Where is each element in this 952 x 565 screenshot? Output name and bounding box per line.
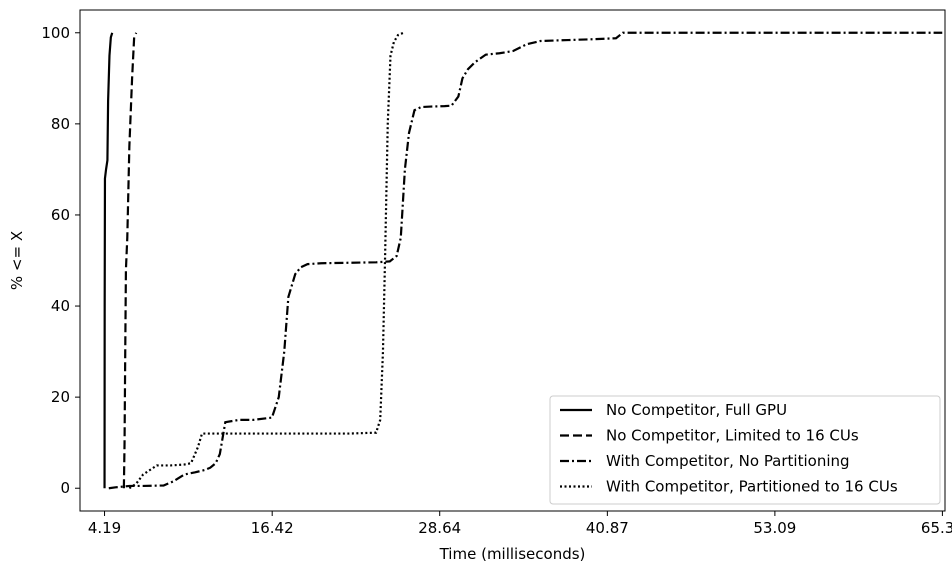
series-line-1 xyxy=(103,32,114,489)
y-tick-label: 80 xyxy=(51,115,70,133)
y-tick-label: 0 xyxy=(60,479,70,497)
x-tick-label: 28.64 xyxy=(418,519,461,537)
y-tick-label: 20 xyxy=(51,388,70,406)
legend-box xyxy=(549,395,941,505)
series-line-2 xyxy=(122,32,138,489)
x-tick-label: 4.19 xyxy=(88,519,121,537)
series-line-3 xyxy=(108,31,943,490)
y-tick-label: 100 xyxy=(41,24,70,42)
x-axis-label: Time (milliseconds) xyxy=(439,545,586,563)
legend-label: No Competitor, Limited to 16 CUs xyxy=(606,427,859,445)
y-tick-label: 40 xyxy=(51,297,70,315)
y-tick-label: 60 xyxy=(51,206,70,224)
ticks-layer: 4.19 16.42 28.64 40.87 53.09 65.31 0 20 40 60 80 10… xyxy=(41,24,952,537)
x-tick-label: 65.31 xyxy=(921,519,952,537)
x-tick-label: 16.42 xyxy=(251,519,294,537)
legend: No Competitor, Full GPU No Competitor, Li… xyxy=(549,395,941,505)
plot-frame xyxy=(79,9,946,512)
series-layer xyxy=(103,31,943,490)
legend-label: With Competitor, Partitioned to 16 CUs xyxy=(606,478,898,496)
x-tick-label: 40.87 xyxy=(586,519,629,537)
legend-label: With Competitor, No Partitioning xyxy=(606,452,850,470)
y-axis-label: % <= X xyxy=(8,231,26,290)
legend-label: No Competitor, Full GPU xyxy=(606,401,787,419)
x-tick-label: 53.09 xyxy=(753,519,796,537)
series-line-4 xyxy=(128,31,404,490)
